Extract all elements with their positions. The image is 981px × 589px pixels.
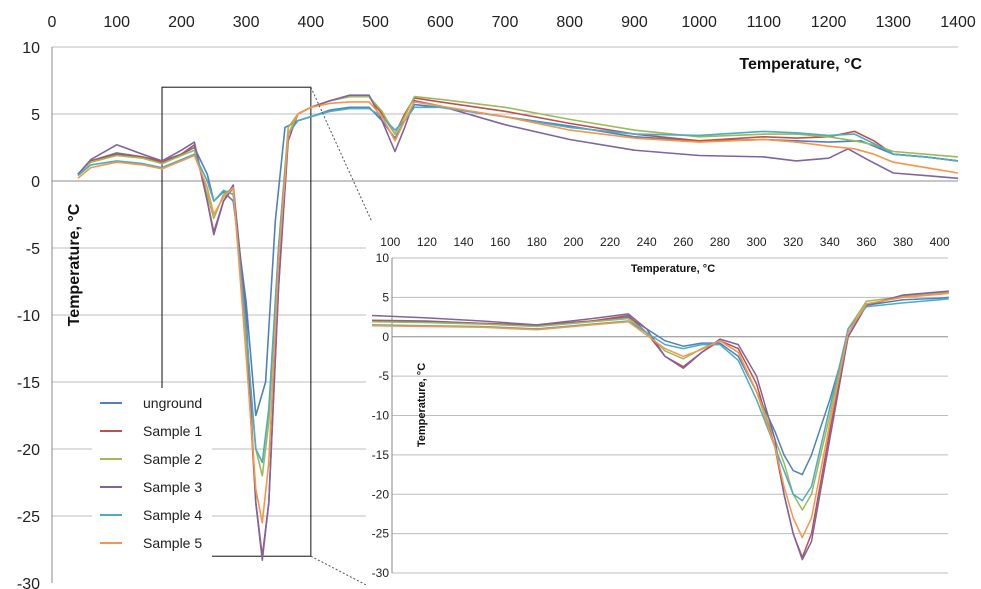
- inset-y-tick-label: -20: [372, 487, 390, 501]
- inset-series-group: [371, 290, 949, 561]
- inset-x-tick-label: 140: [454, 235, 474, 249]
- legend-label: Sample 3: [143, 479, 202, 495]
- inset-x-tick-label: 160: [490, 235, 510, 249]
- main-x-axis-title: Temperature, °C: [739, 56, 862, 73]
- inset-series-line-sample-4: [371, 298, 949, 502]
- inset-x-tick-label: 300: [747, 235, 767, 249]
- main-x-tick-label: 100: [103, 14, 130, 31]
- main-y-tick-label: -20: [17, 442, 40, 459]
- inset-x-tick-label: 220: [600, 235, 620, 249]
- main-x-tick-label: 600: [427, 14, 454, 31]
- inset-x-tick-label: 120: [417, 235, 437, 249]
- inset-y-ticks: -30 -25 -20 -15 -10 -5 0 5 10: [372, 251, 390, 580]
- main-x-tick-label: 1100: [747, 14, 782, 31]
- main-x-tick-label: 0: [48, 14, 57, 31]
- main-x-tick-label: 1400: [940, 14, 976, 31]
- main-y-ticks: -30 -25 -20 -15 -10 -5 0 5 10: [17, 40, 40, 589]
- inset-background: [366, 222, 981, 589]
- main-y-tick-label: 10: [22, 40, 40, 57]
- main-x-tick-label: 1000: [681, 14, 717, 31]
- main-chart: 0 100 200 300 400 500 600 700 800 900 1000 1100 1200…: [17, 14, 976, 589]
- legend: unground Sample 1 Sample 2 Sample 3 Sample 4…: [92, 388, 212, 560]
- zoom-leader-line: [310, 555, 373, 589]
- main-x-tick-label: 300: [233, 14, 260, 31]
- main-x-tick-label: 200: [168, 14, 195, 31]
- inset-y-tick-label: 5: [382, 290, 389, 304]
- main-series-line-sample-4: [77, 106, 959, 464]
- main-x-tick-label: 1200: [811, 14, 847, 31]
- zoom-leader-line: [310, 86, 373, 223]
- legend-label: Sample 2: [143, 451, 202, 467]
- inset-x-ticks: 100 120 140 160 180 200 220 240 260 280 300 320 340 3…: [380, 235, 950, 249]
- legend-label: Sample 5: [143, 535, 202, 551]
- main-y-axis-title: Temperature, °C: [66, 203, 83, 326]
- inset-x-tick-label: 180: [527, 235, 547, 249]
- inset-gridlines: [392, 257, 948, 574]
- inset-y-tick-label: -15: [372, 448, 390, 462]
- inset-x-tick-label: 100: [380, 235, 400, 249]
- inset-x-tick-label: 380: [893, 235, 913, 249]
- inset-y-tick-label: -10: [372, 409, 390, 423]
- inset-x-tick-label: 360: [856, 235, 876, 249]
- legend-label: Sample 4: [143, 507, 202, 523]
- inset-series-line-sample-5: [371, 292, 949, 539]
- inset-y-tick-label: 0: [382, 330, 389, 344]
- inset-x-tick-label: 320: [783, 235, 803, 249]
- inset-x-tick-label: 240: [637, 235, 657, 249]
- inset-y-tick-label: -5: [378, 369, 389, 383]
- inset-x-tick-label: 260: [673, 235, 693, 249]
- main-y-tick-label: -10: [17, 308, 40, 325]
- main-x-tick-label: 800: [556, 14, 583, 31]
- inset-y-tick-label: -25: [372, 527, 390, 541]
- main-series-line-sample-5: [77, 101, 959, 524]
- inset-x-tick-label: 280: [710, 235, 730, 249]
- main-y-tick-label: 0: [31, 174, 40, 191]
- main-y-tick-label: -15: [17, 375, 40, 392]
- main-series-group: [77, 94, 959, 561]
- main-y-tick-label: -25: [17, 509, 40, 526]
- inset-y-tick-label: -30: [372, 566, 390, 580]
- main-x-tick-label: 700: [492, 14, 519, 31]
- main-x-tick-label: 500: [362, 14, 389, 31]
- legend-label: Sample 1: [143, 423, 202, 439]
- inset-y-tick-label: 10: [376, 251, 390, 265]
- main-x-tick-label: 400: [298, 14, 325, 31]
- main-x-tick-label: 900: [621, 14, 648, 31]
- legend-background: [92, 388, 212, 560]
- main-y-tick-label: -30: [17, 576, 40, 589]
- main-x-tick-label: 1300: [875, 14, 911, 31]
- inset-x-tick-label: 340: [820, 235, 840, 249]
- inset-series-line-sample-3: [371, 290, 949, 561]
- legend-label: unground: [143, 395, 202, 411]
- main-y-tick-label: 5: [31, 107, 40, 124]
- main-x-ticks: 0 100 200 300 400 500 600 700 800 900 1000 1100 1200…: [48, 14, 976, 31]
- main-y-tick-label: -5: [26, 241, 40, 258]
- zoom-region-box: [161, 86, 312, 557]
- inset-y-axis-title: Temperature, °C: [416, 363, 428, 447]
- inset-x-axis-title: Temperature, °C: [631, 263, 715, 275]
- inset-x-tick-label: 400: [930, 235, 950, 249]
- inset-x-tick-label: 200: [563, 235, 583, 249]
- inset-chart: 100 120 140 160 180 200 220 240 260 280 300 320 340 3…: [366, 222, 981, 589]
